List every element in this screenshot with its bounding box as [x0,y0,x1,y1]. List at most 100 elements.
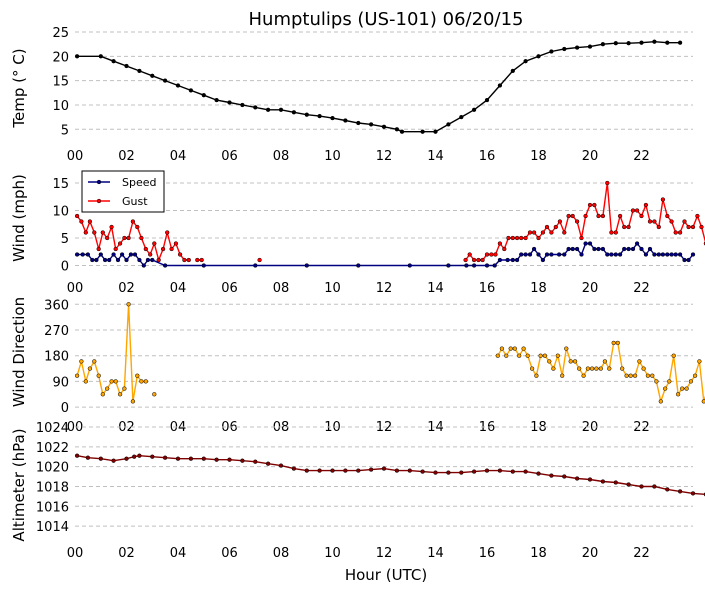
direction-xtick-label: 22 [633,420,650,435]
altimeter-series-point [394,468,400,473]
wind-speed-point [574,246,580,252]
wind-gust-point [587,202,593,208]
legend-label-speed: Speed [122,176,156,189]
wind-gust-point [669,219,674,224]
temperature-series-point [214,97,219,103]
wind-gust-point [549,230,554,235]
altimeter-series-point [124,456,129,461]
direction-ytick-label: 180 [44,350,69,365]
wind-speed-point [605,252,610,257]
direction-series-point [122,386,127,391]
wind-xtick-label: 10 [324,281,341,296]
altimeter-series-point [175,456,181,461]
wind-speed-point [304,263,309,268]
temperature-ytick-label: 20 [52,50,69,65]
temperature-xtick-label: 08 [273,149,290,164]
wind-gust-point [100,230,105,235]
wind-speed-point [626,246,631,252]
wind-gust-point [257,257,262,263]
direction-xtick-label: 10 [324,420,341,435]
altimeter-series-point [471,469,477,474]
altimeter-xtick-label: 00 [67,546,84,561]
chart-title: Humptulips (US-101) 06/20/15 [249,9,524,30]
wind-gust-point [493,252,498,257]
wind-xtick-label: 04 [170,281,187,296]
temperature-xtick-label: 14 [427,149,444,164]
wind-speed-point [128,252,134,257]
temperature-series-point [549,49,554,54]
wind-gust-point [83,230,88,235]
wind-gust-point [690,224,696,230]
altimeter-series-point [407,468,412,473]
wind-gust-point [117,241,123,246]
wind-gust-point [634,208,640,213]
wind-gust-point [540,230,546,235]
wind-speed-point [90,257,95,263]
wind-gust-point [519,235,524,241]
wind-speed-point [677,252,683,257]
altimeter-series-point [497,468,503,473]
wind-speed-point [544,252,550,257]
direction-series-point [641,366,646,371]
wind-xtick-label: 20 [582,281,599,296]
temperature-series-point [446,122,451,127]
temperature-series-point [201,93,206,98]
wind-gust-point [562,230,567,235]
wind-speed-point [656,252,661,257]
wind-speed-point [132,252,138,257]
wind-gust-point [536,235,541,241]
temperature-series-point [399,129,405,134]
altimeter-series-point [459,470,464,475]
direction-series-point [83,379,88,384]
temperature-series-point [471,107,477,112]
temperature-series-point [150,73,155,78]
temperature-xtick-label: 18 [530,149,547,164]
temperature-series-point [510,68,515,74]
temperature-series-point [652,39,657,44]
direction-series-point [654,379,659,384]
altimeter-series-point [600,479,606,484]
altimeter-series-point [368,467,374,472]
temperature-series-point [523,59,528,64]
direction-series-point [534,373,539,378]
direction-series-point [637,359,642,364]
altimeter-series-point [420,469,425,474]
wind-speed-point [145,257,151,263]
wind-speed-point [690,252,696,257]
direction-series-point [611,340,616,346]
temperature-series-point [587,44,593,49]
wind-speed-line [77,242,694,267]
altimeter-ytick-label: 1018 [36,480,69,495]
temperature-series-point [459,114,464,120]
wind-gust-point [626,224,631,230]
temperature-series-line [77,40,681,133]
wind-speed-point [119,252,125,257]
wind-gust-point [695,213,700,219]
wind-gust-point [177,252,183,257]
wind-speed-point [673,252,678,257]
temperature-series-point [394,127,400,132]
temperature-series-point [137,68,142,74]
temperature-series-point [574,45,580,50]
altimeter-series-point [690,491,696,496]
wind-speed-point [596,246,601,252]
direction-series-point [594,366,599,371]
temperature-series-point [124,63,129,69]
wind-gust-point [92,230,97,235]
direction-series-point [551,366,556,371]
direction-series-point [499,346,505,351]
temperature-series-point [677,40,683,45]
altimeter-ytick-label: 1022 [36,441,69,456]
wind-gust-point [139,235,144,241]
panel-temperature: 5 10 15 20 25 00 02 04 06 08 10 12 14 16 18 20 22 Temp (°… [10,26,693,164]
wind-xtick-label: 02 [118,281,135,296]
wind-speed-point [630,246,636,252]
direction-series-point [607,366,612,371]
wind-speed-point [484,263,490,268]
altimeter-series-point [587,477,593,482]
temperature-series-point [381,124,387,129]
legend-box [81,170,165,213]
wind-speed-point [94,257,99,263]
